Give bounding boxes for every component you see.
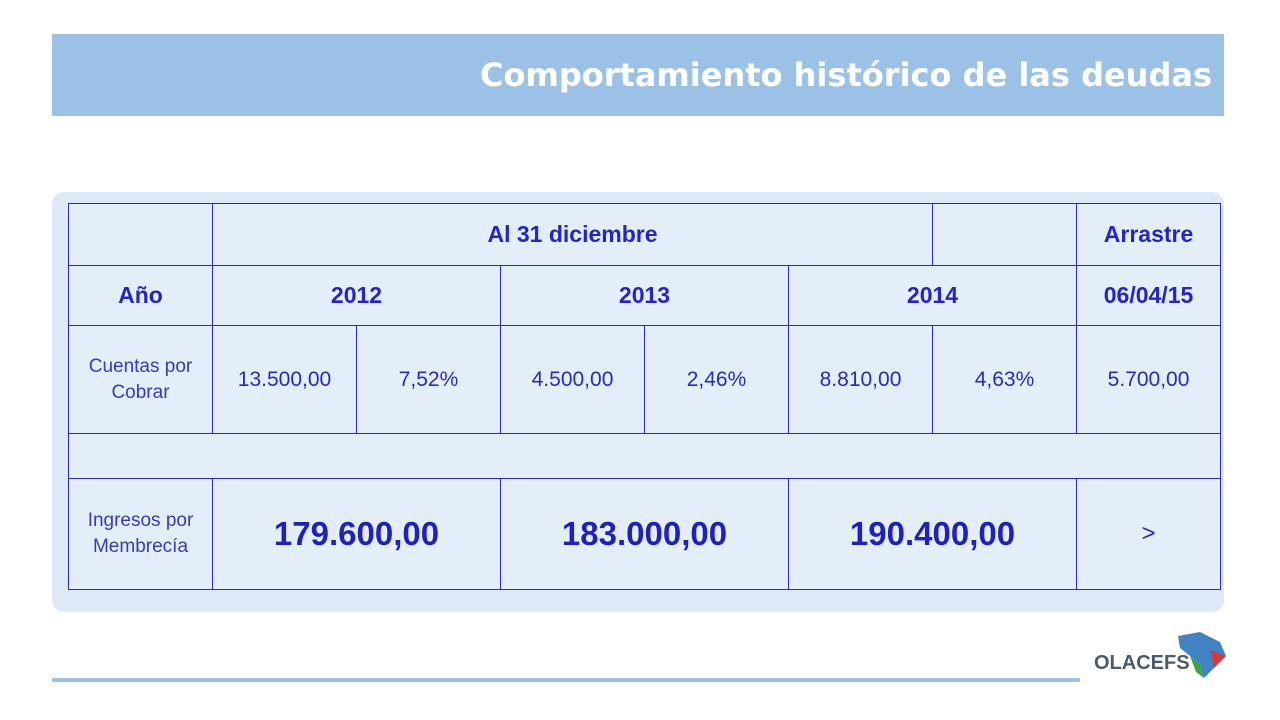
cell: Al 31 diciembre (211, 203, 934, 266)
row: Año 2012 2013 2014 06/04/15 (68, 265, 1222, 326)
logo-text: OLACEFS (1094, 652, 1190, 674)
cell: 4,63% (932, 325, 1078, 434)
cell: Año (68, 265, 213, 326)
debt-table: Al 31 diciembre Arrastre Año 2012 2013 2… (67, 203, 1222, 590)
title: Comportamiento histórico de las deudas (480, 56, 1212, 94)
cell (68, 203, 213, 266)
footer-line (52, 678, 1080, 682)
cell: Ingresos por Membrecía (68, 478, 213, 590)
header-band: Comportamiento histórico de las deudas (52, 34, 1224, 116)
cell: 4.500,00 (500, 325, 645, 434)
cell: 2012 (212, 265, 501, 326)
cell: 8.810,00 (787, 325, 934, 434)
cell: > (1076, 478, 1222, 590)
row (67, 433, 1222, 479)
row: Al 31 diciembre Arrastre (68, 203, 1222, 266)
cell: 2013 (500, 265, 789, 326)
cell: Arrastre (1076, 203, 1222, 266)
cell: 2,46% (644, 325, 789, 434)
cell: 179.600,00 (212, 478, 501, 590)
cell: 13.500,00 (212, 325, 357, 434)
cell: 2014 (787, 265, 1078, 326)
cell: 190.400,00 (787, 478, 1078, 590)
cell: 183.000,00 (500, 478, 789, 590)
cell: 06/04/15 (1076, 265, 1222, 326)
cell: 5.700,00 (1076, 325, 1222, 434)
cell (932, 203, 1078, 266)
logo-graphic (1178, 632, 1226, 678)
cell: 7,52% (356, 325, 501, 434)
row: Cuentas por Cobrar 13.500,00 7,52% 4.500… (68, 325, 1222, 434)
cell (67, 433, 1222, 479)
row: Ingresos por Membrecía 179.600,00 183.00… (68, 478, 1222, 590)
cell: Cuentas por Cobrar (68, 325, 213, 434)
